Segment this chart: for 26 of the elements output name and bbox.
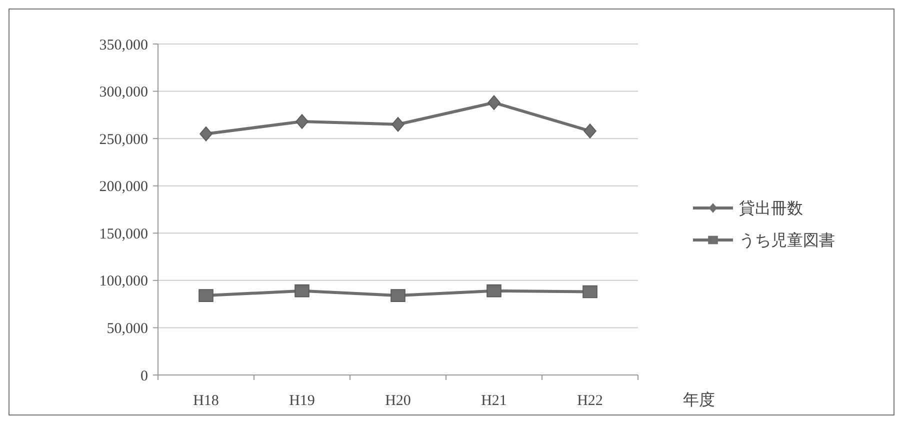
y-tick-label: 100,000: [99, 274, 148, 290]
x-tick-label: H19: [289, 393, 315, 409]
x-tick-label: H22: [577, 393, 603, 409]
point: [582, 285, 598, 298]
point: [488, 95, 500, 110]
point: [392, 116, 404, 132]
point: [486, 284, 502, 298]
point: [296, 114, 308, 129]
x-tick-label: H21: [481, 393, 507, 409]
y-tick-label: 300,000: [99, 84, 148, 101]
point: [584, 124, 596, 138]
legend-label: 貸出冊数: [739, 200, 803, 218]
y-tick-label: 150,000: [99, 226, 148, 242]
y-tick-label: 200,000: [99, 179, 148, 196]
y-tick-label: 50,000: [106, 320, 148, 337]
x-tick-label: H18: [193, 393, 219, 409]
point: [294, 284, 310, 298]
y-tick-label: 350,000: [99, 37, 148, 54]
point: [200, 126, 212, 142]
point: [390, 289, 406, 302]
y-tick-label: 0: [140, 368, 148, 384]
x-tick-label: H20: [385, 393, 411, 409]
x-axis-title: 年度: [683, 391, 715, 409]
legend-label: うち児童図書: [739, 232, 835, 250]
point: [198, 289, 214, 302]
y-tick-label: 250,000: [99, 132, 148, 148]
